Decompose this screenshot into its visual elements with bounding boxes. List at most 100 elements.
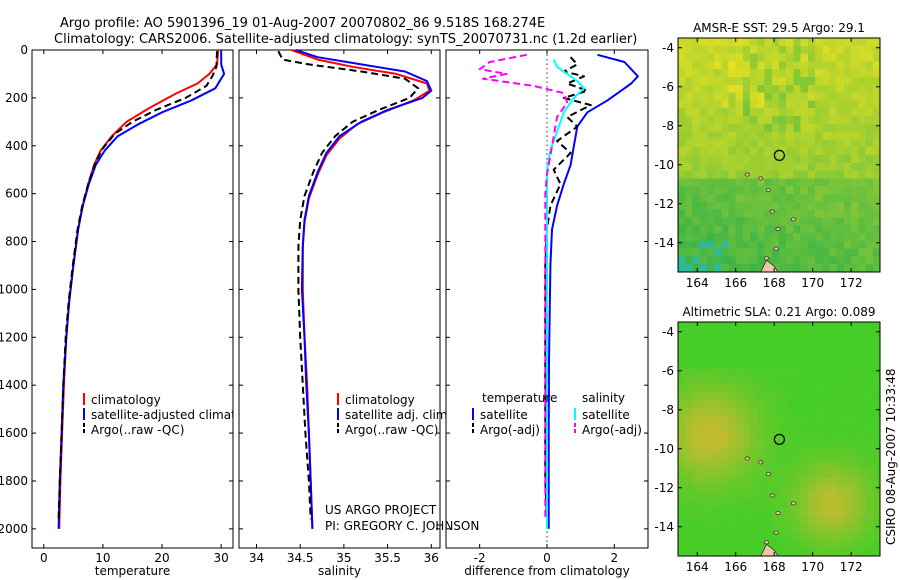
sla_map-cell [858, 361, 867, 370]
legend-satellite-adj-label: satellite adj. clim. [345, 408, 451, 422]
sst_map-cell [800, 248, 809, 257]
sla_map-cell [800, 524, 809, 534]
sla_map-cell [706, 337, 715, 346]
sla_map-cell [771, 322, 780, 331]
sst_map-cell [836, 225, 845, 234]
sla_map-cell [721, 454, 730, 463]
sla_map-cell [706, 329, 715, 339]
sla_map-cell [779, 376, 787, 385]
sla_map-cell [865, 485, 874, 495]
sst_map-cell [829, 147, 838, 156]
sla_map-cell [858, 353, 867, 362]
sst_map-cell [699, 209, 708, 218]
sst_map-cell [843, 201, 852, 211]
sla_map-cell [685, 439, 694, 448]
sst_map-cell [764, 84, 773, 94]
sst_map-cell [786, 77, 795, 86]
sla_map-cell [714, 462, 722, 471]
salinity-xtick-label: 35.5 [374, 551, 401, 565]
sla_map-cell [786, 415, 795, 424]
sst_map-cell [721, 256, 730, 265]
sst_map-cell [757, 194, 766, 203]
sla_map-cell [843, 532, 852, 541]
sst_map-cell [685, 147, 694, 156]
sla_map-cell [750, 548, 758, 557]
sst_map-cell [685, 38, 694, 47]
sla_map-cell [721, 384, 730, 393]
sla_map-cell [721, 524, 730, 534]
sla_map-cell [714, 540, 722, 549]
sst_map-cell [865, 178, 874, 187]
sla_map-island [769, 493, 775, 498]
sst_map-cell [843, 53, 852, 62]
sla_map-cell [721, 493, 730, 502]
sst_map-cell [851, 162, 859, 172]
sla_map-cell [851, 462, 859, 471]
sla_map-cell [692, 368, 701, 378]
salinity-xlabel: salinity [318, 564, 361, 578]
sst_map-cell [865, 38, 874, 47]
sst_map-cell [721, 92, 730, 101]
sla_map-cell [800, 400, 809, 409]
sla_map-cell [699, 524, 708, 534]
sst_map-cell [822, 147, 831, 156]
sst_map-cell [815, 69, 823, 78]
sst_map-cell [872, 45, 881, 55]
sst_map-cell [800, 108, 809, 117]
sla_map-cell [807, 415, 816, 424]
sst_map-cell [800, 201, 809, 211]
sst_map-cell [764, 233, 773, 242]
sst_map-cell [685, 186, 694, 195]
sla_map-cell [678, 439, 686, 448]
difference-series-salinity-satellite [546, 59, 585, 529]
sst_map-cell [829, 225, 838, 234]
sla_map-cell [714, 524, 722, 534]
sst_map-cell [771, 201, 780, 211]
sst_map-cell [815, 162, 823, 172]
sst_map-cell [872, 186, 881, 195]
sst_map-cell [786, 178, 795, 187]
sst_map-cell [685, 92, 694, 101]
sst_map-cell [807, 92, 816, 101]
sst_map-cell [815, 233, 823, 242]
sla_map-cell [750, 462, 758, 471]
sst_map-cell [757, 100, 766, 109]
sla_map-cell [843, 501, 852, 510]
sst_map-cell [771, 131, 780, 140]
sla_map-cell [742, 470, 751, 479]
sla_map-cell [851, 524, 859, 534]
sla_map-cell [872, 501, 881, 510]
sla_map-cell [757, 337, 766, 346]
sla_map-cell [699, 337, 708, 346]
sla_map-cell [858, 517, 867, 526]
sst_map-cell [771, 186, 780, 195]
sst_map-cell [721, 45, 730, 55]
sla_map-cell [771, 400, 780, 409]
sst_map-cell [815, 53, 823, 62]
sla_map-cell [699, 532, 708, 541]
sla_map-cell [742, 501, 751, 510]
sst_map-cell [858, 61, 867, 70]
sst_map-cell [764, 209, 773, 218]
sst_map-cell [800, 38, 809, 47]
sla_map-cell [757, 423, 766, 432]
sla_map-cell [843, 517, 852, 526]
sst_map-cell [865, 139, 874, 148]
sst_map-cell [714, 38, 722, 47]
sla_map-cell [714, 446, 722, 456]
sst_map-cell [858, 123, 867, 133]
sla_map-cell [779, 478, 787, 487]
sst_map-cell [728, 264, 737, 273]
sst_map-cell [757, 108, 766, 117]
sla_map-cell [750, 509, 758, 518]
sla_map-cell [807, 337, 816, 346]
sla_map-cell [815, 423, 823, 432]
sla_map-cell [779, 368, 787, 378]
sla_map-cell [735, 478, 744, 487]
sla_map-cell [858, 462, 867, 471]
sla_map-cell [735, 392, 744, 401]
sla_map-cell [872, 446, 881, 456]
sst_map-cell [771, 116, 780, 125]
sst_map-cell [822, 100, 831, 109]
